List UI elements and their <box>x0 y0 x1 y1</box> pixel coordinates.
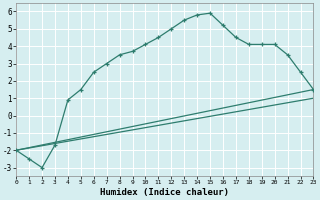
X-axis label: Humidex (Indice chaleur): Humidex (Indice chaleur) <box>100 188 229 197</box>
